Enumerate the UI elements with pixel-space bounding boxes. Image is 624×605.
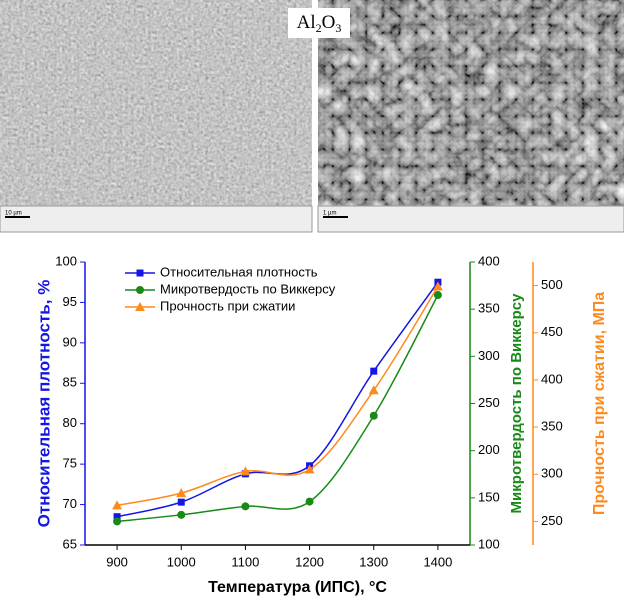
y3-tick-label: 300	[541, 466, 563, 481]
sem-texture	[318, 0, 624, 206]
marker	[433, 291, 442, 300]
series-line	[116, 281, 439, 518]
y-tick-label: 100	[55, 253, 77, 268]
marker	[368, 385, 379, 395]
marker	[241, 502, 250, 511]
y2-axis-label: Микротвердость по Виккерсу	[508, 293, 525, 514]
y-tick-label: 75	[63, 456, 77, 471]
y3-tick-label: 350	[541, 419, 563, 434]
y3-axis-label: Прочность при сжатии, МПа	[591, 292, 608, 515]
x-axis-label: Температура (ИПС), °C	[208, 579, 387, 596]
x-tick-label: 900	[106, 554, 128, 569]
sem-info-bar	[0, 205, 313, 233]
marker	[432, 281, 443, 291]
y2-tick-label: 150	[478, 489, 500, 504]
y3-tick-label: 400	[541, 371, 563, 386]
x-tick-label: 1300	[359, 554, 388, 569]
y-tick-label: 80	[63, 415, 77, 430]
legend-marker	[136, 269, 144, 277]
series-line	[116, 286, 439, 507]
y3-tick-label: 500	[541, 277, 563, 292]
y2-tick-label: 300	[478, 348, 500, 363]
chart: 65 70 75 80 85 90 95 100 100 150 200 250 300 350 400 25…	[34, 253, 608, 596]
marker	[113, 513, 121, 521]
marker	[240, 466, 251, 476]
marker	[177, 510, 186, 519]
y-tick-label: 70	[63, 496, 77, 511]
legend-label: Прочность при сжатии	[160, 298, 295, 313]
marker	[304, 464, 315, 474]
marker	[113, 517, 122, 526]
y2-tick-label: 250	[478, 395, 500, 410]
scale-label: 1 µm	[323, 211, 336, 217]
scale-label: 10 µm	[5, 211, 22, 217]
x-tick-label: 1000	[167, 554, 196, 569]
legend-marker	[135, 302, 145, 311]
y3-tick-label: 450	[541, 324, 563, 339]
y-tick-label: 65	[63, 536, 77, 551]
series-line	[117, 294, 439, 523]
y3-tick-label: 250	[541, 513, 563, 528]
y2-tick-label: 100	[478, 536, 500, 551]
x-tick-label: 1400	[423, 554, 452, 569]
legend-marker	[136, 286, 144, 294]
y-tick-label: 90	[63, 334, 77, 349]
y-tick-label: 95	[63, 294, 77, 309]
marker	[305, 497, 314, 506]
legend-label: Микротвердость по Виккерсу	[160, 281, 336, 296]
sem-info-bar	[317, 205, 624, 233]
marker	[112, 500, 123, 510]
marker	[177, 498, 185, 506]
y-tick-label: 85	[63, 375, 77, 390]
marker	[369, 411, 378, 420]
material-label: Al2O3	[297, 12, 342, 34]
y2-tick-label: 400	[478, 253, 500, 268]
x-tick-label: 1200	[295, 554, 324, 569]
x-tick-label: 1100	[231, 554, 259, 569]
marker	[370, 367, 378, 375]
y2-tick-label: 350	[478, 301, 500, 316]
y-axis-label: Относительная плотность, %	[34, 280, 53, 528]
marker	[176, 488, 187, 498]
y2-tick-label: 200	[478, 442, 500, 457]
sem-images: 10 µm 1 µm Al2O3	[0, 0, 624, 233]
sem-texture	[0, 0, 312, 206]
label-box	[288, 8, 350, 38]
legend-label: Относительная плотность	[160, 264, 318, 279]
